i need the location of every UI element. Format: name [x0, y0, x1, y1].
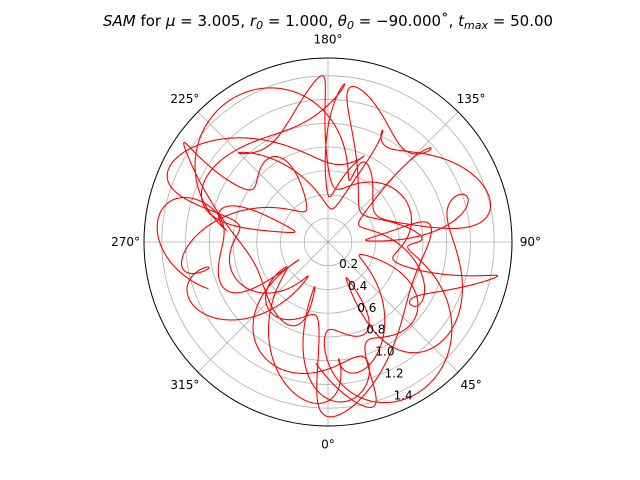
polar-grid	[144, 58, 512, 426]
theta-tick-label: 135°	[457, 92, 486, 106]
polar-frame	[143, 57, 513, 427]
r-tick-label: 0.2	[339, 257, 358, 271]
theta-grid-line	[327, 241, 459, 373]
trajectory-line	[156, 75, 499, 418]
theta-tick-label: 90°	[520, 235, 541, 249]
theta-tick-label: 0°	[321, 437, 335, 451]
theta-tick-label: 225°	[170, 92, 199, 106]
r-tick-label: 0.6	[357, 301, 376, 315]
r-tick-label: 0.4	[348, 279, 367, 293]
trajectory-series	[156, 75, 499, 418]
theta-tick-label: 180°	[314, 33, 343, 47]
polar-outer-circle	[143, 57, 513, 427]
r-tick-label: 1.4	[394, 389, 413, 403]
theta-grid-line	[197, 111, 329, 243]
r-tick-label: 0.8	[366, 323, 385, 337]
chart-title: SAM for μ = 3.005, r0 = 1.000, θ0 = −90.…	[103, 12, 553, 32]
theta-tick-labels: 0° 45° 90° 135° 180° 225° 270° 315°	[111, 33, 541, 452]
r-tick-label: 1.0	[375, 345, 394, 359]
theta-tick-label: 270°	[111, 235, 140, 249]
r-tick-labels: 0.2 0.4 0.6 0.8 1.0 1.2 1.4	[339, 257, 413, 403]
theta-tick-label: 45°	[460, 378, 481, 392]
theta-grid-line	[197, 241, 329, 373]
theta-tick-label: 315°	[170, 378, 199, 392]
r-tick-label: 1.2	[385, 367, 404, 381]
